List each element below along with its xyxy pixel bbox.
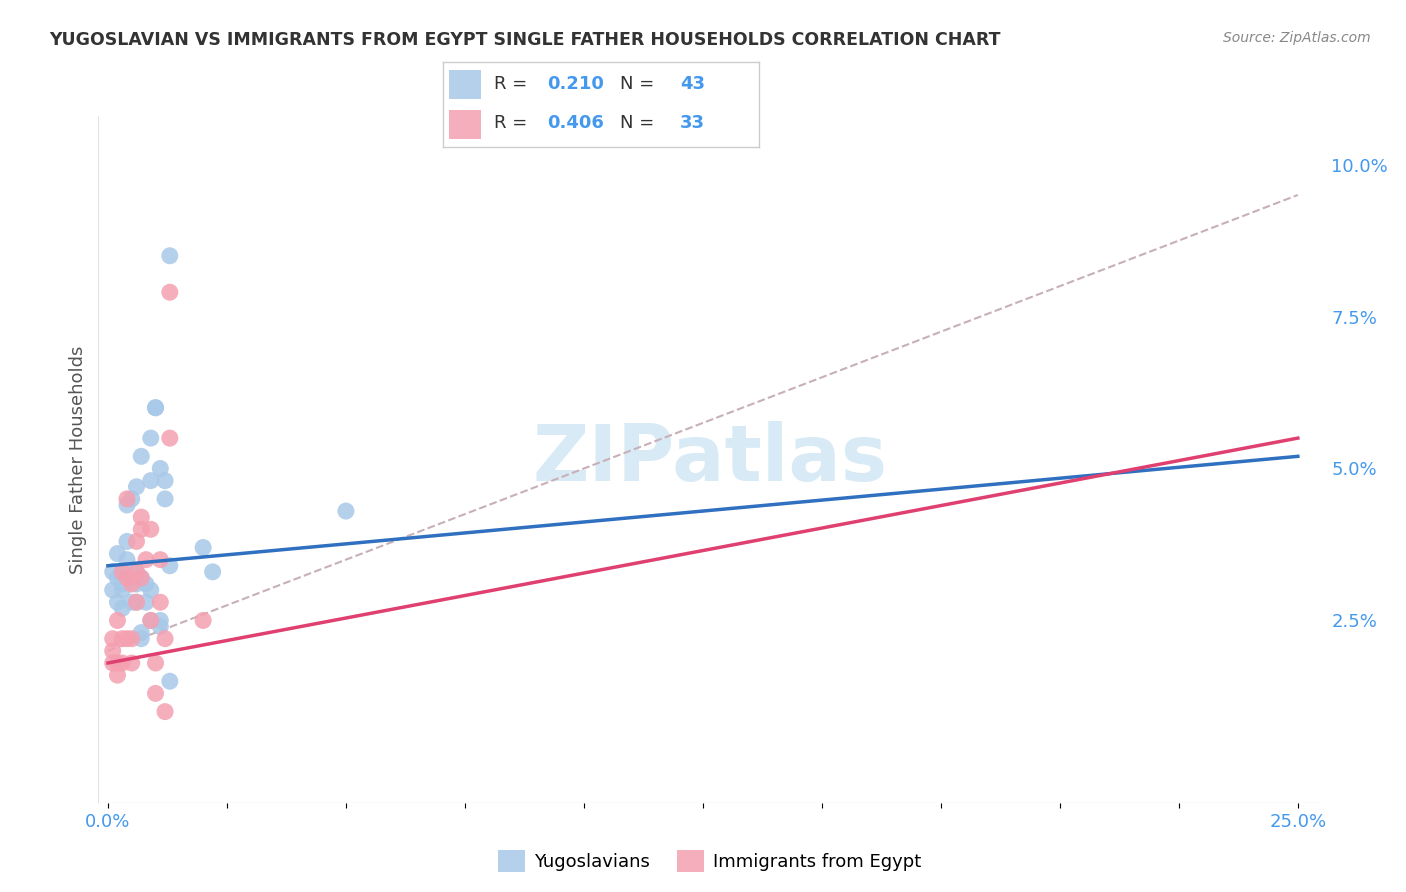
Point: [121, 577, 143, 591]
Point: [111, 565, 134, 579]
Legend: Yugoslavians, Immigrants from Egypt: Yugoslavians, Immigrants from Egypt: [488, 839, 932, 883]
Text: 43: 43: [681, 76, 706, 94]
Text: 0.406: 0.406: [547, 114, 605, 132]
Point: [115, 498, 138, 512]
Point: [107, 614, 129, 628]
Point: [191, 541, 214, 555]
Point: [129, 522, 152, 536]
Point: [149, 552, 172, 566]
Point: [153, 705, 176, 719]
Point: [101, 656, 124, 670]
Point: [145, 686, 167, 700]
Point: [125, 565, 148, 579]
Point: [101, 632, 124, 646]
Point: [107, 547, 129, 561]
Point: [125, 595, 148, 609]
Point: [191, 614, 214, 628]
Text: 33: 33: [681, 114, 706, 132]
Text: N =: N =: [620, 114, 659, 132]
Point: [121, 491, 143, 506]
Text: YUGOSLAVIAN VS IMMIGRANTS FROM EGYPT SINGLE FATHER HOUSEHOLDS CORRELATION CHART: YUGOSLAVIAN VS IMMIGRANTS FROM EGYPT SIN…: [49, 31, 1001, 49]
Point: [159, 558, 181, 573]
Y-axis label: Single Father Households: Single Father Households: [69, 345, 87, 574]
Point: [125, 534, 148, 549]
Point: [111, 583, 134, 598]
Point: [111, 656, 134, 670]
Text: N =: N =: [620, 76, 659, 94]
Text: Source: ZipAtlas.com: Source: ZipAtlas.com: [1223, 31, 1371, 45]
Point: [115, 571, 138, 585]
Point: [145, 656, 167, 670]
Point: [121, 571, 143, 585]
Point: [115, 491, 138, 506]
Bar: [450, 110, 481, 139]
Point: [115, 632, 138, 646]
Point: [153, 474, 176, 488]
Text: 0.210: 0.210: [547, 76, 605, 94]
Point: [159, 674, 181, 689]
Point: [159, 285, 181, 300]
Point: [335, 504, 357, 518]
Point: [201, 565, 224, 579]
Point: [139, 431, 162, 445]
Point: [125, 480, 148, 494]
Point: [129, 632, 152, 646]
Point: [111, 565, 134, 579]
Point: [149, 614, 172, 628]
Point: [121, 632, 143, 646]
Point: [159, 431, 181, 445]
Point: [153, 491, 176, 506]
Point: [129, 450, 152, 464]
Point: [149, 595, 172, 609]
Point: [145, 401, 167, 415]
Text: ZIPatlas: ZIPatlas: [533, 421, 887, 498]
Bar: [450, 70, 481, 99]
Point: [129, 571, 152, 585]
Point: [107, 668, 129, 682]
Point: [125, 595, 148, 609]
Text: R =: R =: [494, 76, 533, 94]
Point: [139, 522, 162, 536]
Point: [139, 583, 162, 598]
Point: [115, 534, 138, 549]
Text: R =: R =: [494, 114, 533, 132]
Point: [115, 552, 138, 566]
Point: [101, 565, 124, 579]
Point: [129, 625, 152, 640]
Point: [139, 474, 162, 488]
Point: [107, 571, 129, 585]
Point: [145, 401, 167, 415]
Point: [135, 577, 157, 591]
Point: [111, 632, 134, 646]
Point: [135, 552, 157, 566]
Point: [111, 577, 134, 591]
Point: [101, 644, 124, 658]
Point: [107, 595, 129, 609]
Point: [121, 571, 143, 585]
Point: [153, 632, 176, 646]
Point: [107, 656, 129, 670]
Point: [135, 595, 157, 609]
Point: [121, 656, 143, 670]
Point: [139, 614, 162, 628]
Point: [125, 577, 148, 591]
Point: [159, 249, 181, 263]
Point: [101, 583, 124, 598]
Point: [111, 601, 134, 615]
Point: [125, 565, 148, 579]
Point: [149, 461, 172, 475]
Point: [139, 614, 162, 628]
Point: [149, 619, 172, 633]
Point: [129, 571, 152, 585]
Point: [121, 595, 143, 609]
Point: [129, 510, 152, 524]
